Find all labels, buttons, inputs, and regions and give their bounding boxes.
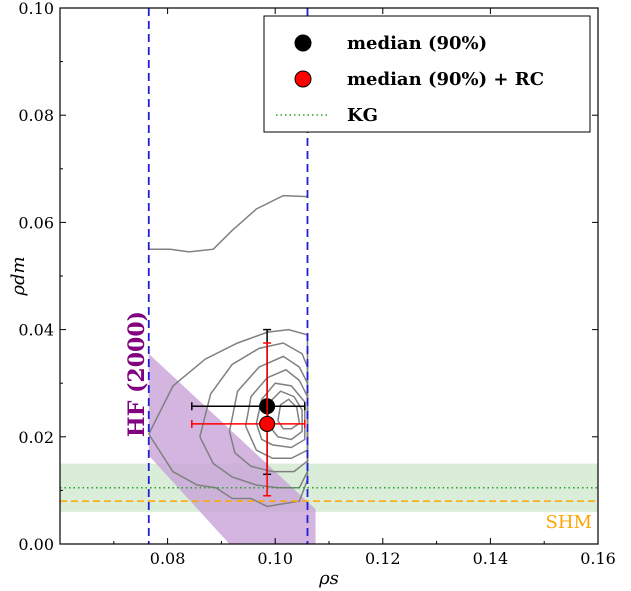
y-tick-label-1: 0.02 <box>18 428 54 447</box>
y-tick-label-5: 0.10 <box>18 0 54 18</box>
x-axis-label: ρs <box>318 568 339 589</box>
points-layer <box>191 328 306 497</box>
shm-kg-band-layer <box>60 463 598 512</box>
point-1-marker <box>259 415 276 432</box>
x-tick-label-4: 0.16 <box>580 549 616 568</box>
hf-region-layer <box>148 353 316 544</box>
legend-marker-1 <box>294 70 312 88</box>
x-tick-label-0: 0.08 <box>150 549 186 568</box>
y-tick-label-2: 0.04 <box>18 321 54 340</box>
contour-line-1 <box>148 328 309 508</box>
shm-annotation: SHM <box>546 512 592 533</box>
y-tick-label-3: 0.06 <box>18 213 54 232</box>
ticks-layer: 0.08 0.10 0.12 0.14 0.16 0.00 0.02 0.04 0.06 0.08… <box>8 0 616 589</box>
y-tick-label-0: 0.00 <box>18 535 54 554</box>
x-tick-label-1: 0.10 <box>257 549 293 568</box>
hf-annotation: HF (2000) <box>124 311 150 437</box>
contour-line-6 <box>266 390 303 441</box>
annotation-layer: HF (2000) SHM <box>124 311 592 533</box>
contour-line-0 <box>148 194 308 253</box>
legend-label-1: median (90%) + RC <box>347 69 544 90</box>
x-tick-label-3: 0.14 <box>473 549 509 568</box>
y-tick-label-4: 0.08 <box>18 106 54 125</box>
reference-lines-layer <box>60 8 598 544</box>
contour-line-7 <box>277 398 301 430</box>
hf-region <box>148 353 316 544</box>
legend-label-0: median (90%) <box>347 33 487 54</box>
x-tick-label-2: 0.12 <box>365 549 401 568</box>
y-axis-label: ρdm <box>8 256 29 296</box>
legend-marker-0 <box>294 34 312 52</box>
legend: median (90%) median (90%) + RC KG <box>263 15 591 133</box>
legend-box <box>263 15 591 133</box>
shm-band <box>60 463 598 512</box>
legend-label-2: KG <box>347 105 378 126</box>
